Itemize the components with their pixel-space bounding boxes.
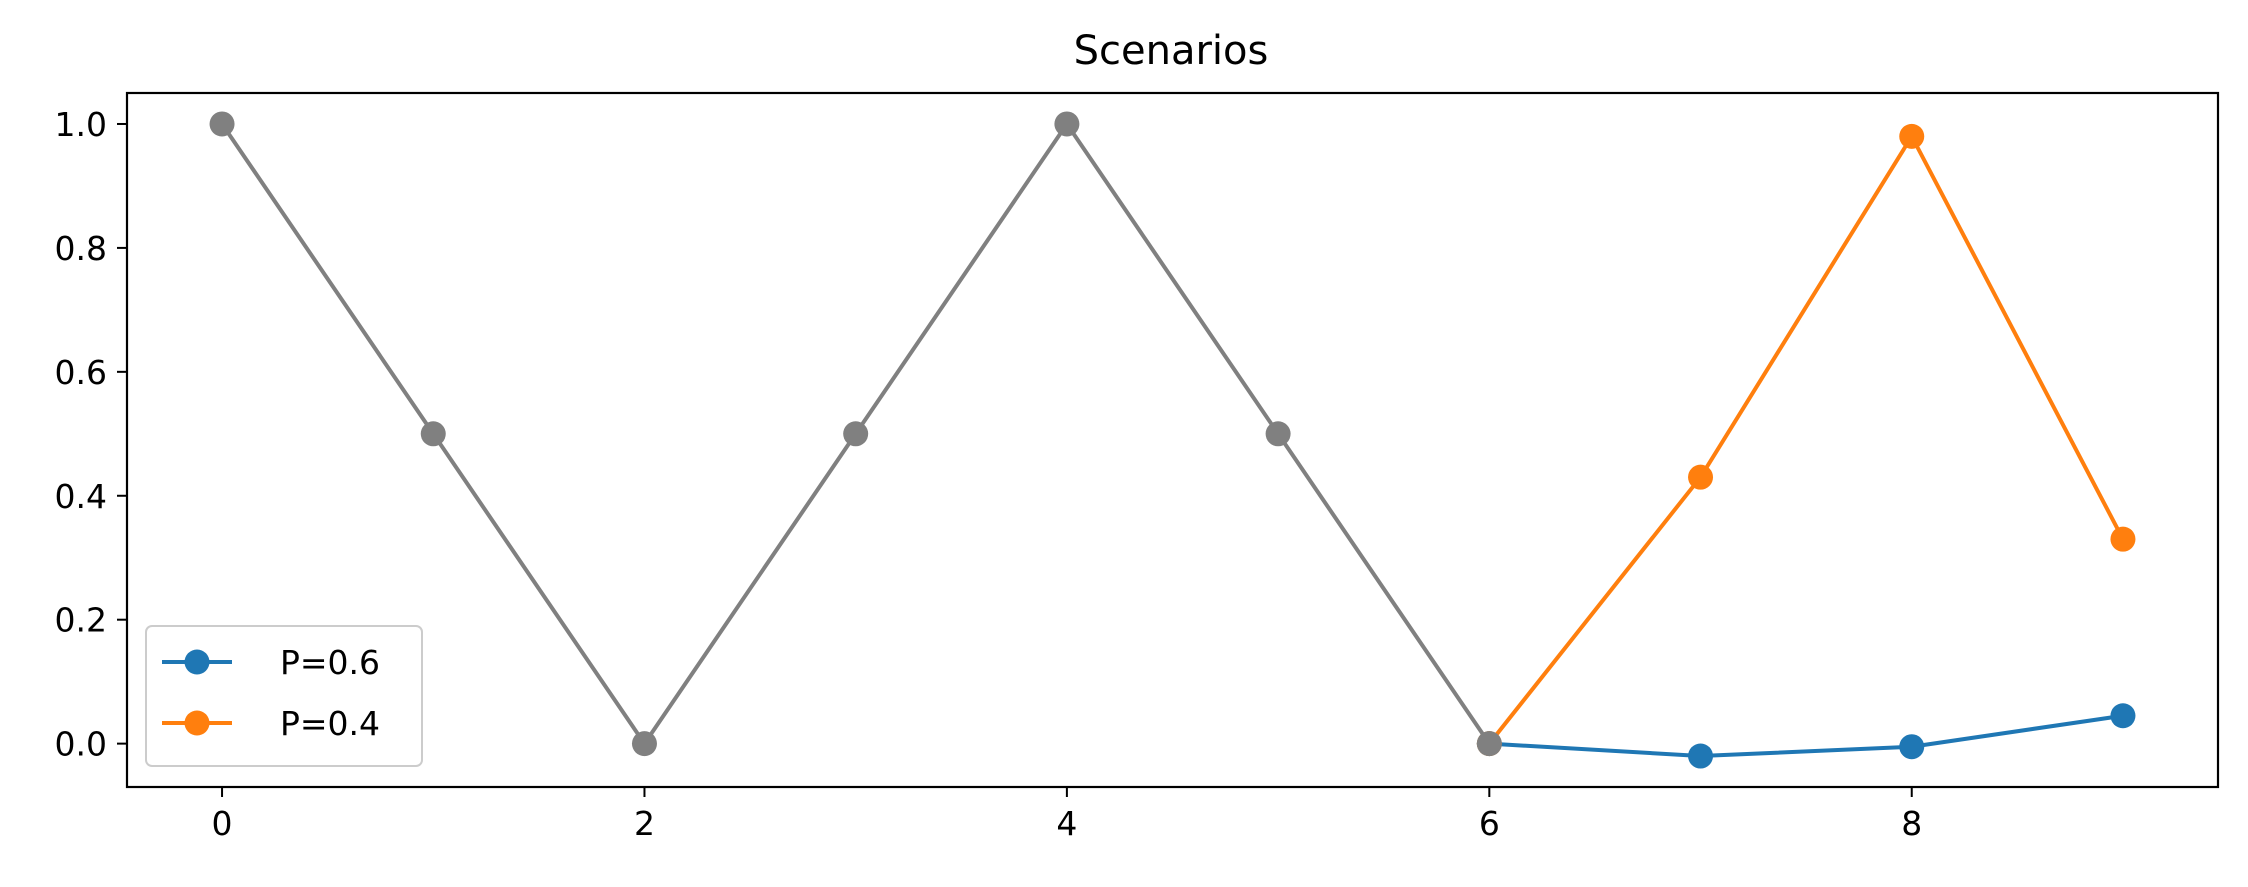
y-tick-label: 1.0: [55, 105, 107, 144]
history-point: [1476, 731, 1502, 757]
series-2-point: [2110, 526, 2136, 552]
series-1-point: [2110, 703, 2136, 729]
x-tick-label: 2: [634, 804, 655, 843]
series-1-point: [1899, 734, 1925, 760]
history-point: [631, 731, 657, 757]
axes-frame: [125, 91, 2220, 789]
axes: 0 2 4 6 8 0.0 0.2 0.4 0.6 0.8 1.0: [55, 91, 2220, 843]
plot-area: [209, 111, 2136, 769]
legend-label-1: P=0.6: [280, 643, 380, 682]
y-tick-label: 0.0: [55, 725, 107, 764]
x-tick-label: 6: [1479, 804, 1500, 843]
history-point: [420, 421, 446, 447]
x-tick-label: 4: [1056, 804, 1077, 843]
history-point: [209, 111, 235, 137]
legend-label-2: P=0.4: [280, 704, 380, 743]
series-1-line: [1487, 713, 2125, 759]
history-point: [843, 421, 869, 447]
y-tick-label: 0.4: [55, 477, 107, 516]
legend: P=0.6 P=0.4: [145, 625, 423, 767]
y-tick-label: 0.6: [55, 353, 107, 392]
x-tick-label: 0: [212, 804, 233, 843]
legend-marker-1: [184, 649, 210, 675]
history-point: [1054, 111, 1080, 137]
series-2-point: [1688, 464, 1714, 490]
chart-title: Scenarios: [1074, 28, 1269, 74]
y-tick-label: 0.2: [55, 601, 107, 640]
y-tick-label: 0.8: [55, 229, 107, 268]
series-1-point: [1688, 743, 1714, 769]
series-2-line: [1487, 134, 2125, 746]
legend-marker-2: [184, 710, 210, 736]
series-2-point: [1899, 123, 1925, 149]
x-tick-label: 8: [1901, 804, 1922, 843]
history-point: [1265, 421, 1291, 447]
